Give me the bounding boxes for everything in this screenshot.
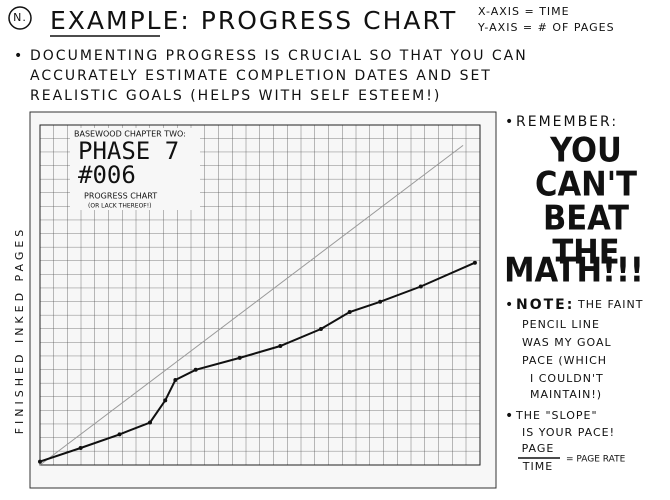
axis-note: Y-AXIS = # OF PAGES — [477, 21, 615, 34]
series-line — [39, 145, 464, 466]
label-box — [70, 128, 200, 210]
badge: N. — [13, 11, 27, 24]
title: EXAMPLE: PROGRESS CHART — [50, 6, 457, 35]
note-line: PENCIL LINE — [522, 318, 600, 331]
slogan: YOU — [549, 131, 622, 171]
point — [173, 378, 178, 382]
slogan: MATH!!! — [504, 251, 644, 291]
point — [148, 420, 152, 425]
bullet: • — [505, 408, 515, 424]
chart-label: BASEWOOD CHAPTER TWO: — [74, 130, 186, 139]
slogan: BEAT — [543, 199, 629, 239]
plot — [38, 145, 477, 466]
slope-line: THE "SLOPE" — [515, 409, 598, 422]
series-line — [39, 261, 476, 463]
point — [117, 432, 122, 437]
point — [38, 459, 42, 464]
bullet: • — [14, 48, 24, 64]
chart-label: PROGRESS CHART — [84, 192, 157, 201]
slogan: THE — [552, 233, 619, 273]
y-axis-label: FINISHED INKED PAGES — [13, 226, 26, 435]
intro-line: ACCURATELY ESTIMATE COMPLETION DATES AND… — [30, 68, 492, 84]
point — [418, 284, 423, 289]
point — [378, 299, 383, 304]
slogan: CAN'T — [535, 165, 637, 205]
remember: REMEMBER: — [516, 114, 618, 130]
bullet: • — [505, 297, 515, 313]
point — [472, 260, 477, 265]
point — [193, 367, 198, 372]
note-line: WAS MY GOAL — [522, 336, 612, 349]
note-line: PACE (WHICH — [522, 354, 607, 367]
chart-label: PHASE 7 — [78, 137, 179, 165]
note-line: THE FAINT — [577, 298, 643, 311]
note-line: I COULDN'T — [530, 372, 604, 385]
slope-line: IS YOUR PACE! — [522, 426, 615, 439]
point — [318, 327, 323, 331]
bullet: • — [505, 114, 515, 130]
note-line: MAINTAIN!) — [530, 388, 602, 401]
note-label: NOTE: — [516, 297, 574, 313]
formula-result: = PAGE RATE — [566, 455, 626, 465]
axis-note: X-AXIS = TIME — [478, 5, 570, 18]
point — [163, 398, 168, 403]
badge-circle — [8, 6, 32, 30]
point — [278, 344, 283, 348]
point — [347, 310, 352, 314]
formula-numerator: PAGE — [522, 442, 555, 455]
formula-denominator: TIME — [522, 460, 553, 473]
point — [78, 446, 83, 450]
intro-line: DOCUMENTING PROGRESS IS CRUCIAL SO THAT … — [30, 48, 528, 64]
chart-label: (OR LACK THEREOF!) — [88, 203, 152, 210]
chart-label: #006 — [78, 161, 136, 189]
intro-line: REALISTIC GOALS (HELPS WITH SELF ESTEEM!… — [30, 88, 441, 104]
point — [237, 355, 242, 360]
